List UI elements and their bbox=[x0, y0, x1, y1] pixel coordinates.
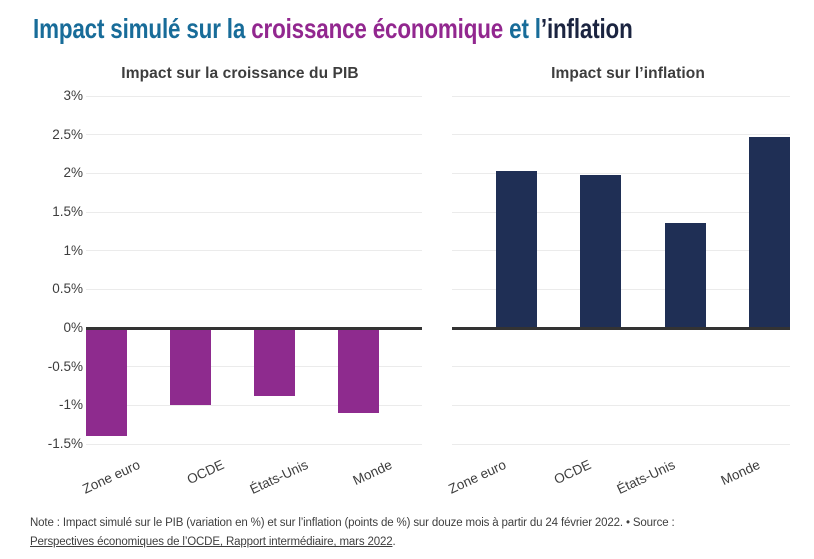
bar-ocde bbox=[580, 174, 621, 328]
gridline bbox=[452, 366, 790, 368]
y-axis-label: 0% bbox=[63, 320, 83, 335]
gridline bbox=[452, 250, 790, 252]
bar-états-unis bbox=[664, 222, 706, 328]
title-segment: et l bbox=[503, 13, 541, 44]
gridline bbox=[86, 404, 422, 406]
y-axis-label: 2.5% bbox=[52, 126, 83, 142]
y-axis-label: -1.5% bbox=[47, 436, 83, 451]
gridline bbox=[452, 404, 790, 406]
title-segment: ’inflation bbox=[540, 13, 633, 44]
gridline bbox=[86, 172, 422, 174]
source-link[interactable]: Perspectives économiques de l’OCDE, Rapp… bbox=[30, 536, 393, 548]
y-axis-label: -1% bbox=[58, 397, 83, 413]
left-chart-title: Impact sur la croissance du PIB bbox=[121, 65, 359, 82]
zero-axis-line bbox=[452, 326, 790, 330]
bar-ocde bbox=[170, 328, 211, 406]
bar-monde bbox=[749, 136, 790, 328]
gridline bbox=[86, 95, 422, 97]
gridline bbox=[86, 250, 422, 252]
gridline bbox=[452, 95, 790, 97]
figure-title: Impact simulé sur la croissance économiq… bbox=[33, 13, 633, 45]
title-segment: croissance économique bbox=[251, 13, 504, 44]
zero-axis-line bbox=[86, 326, 422, 330]
gridline bbox=[452, 134, 790, 136]
gridline bbox=[86, 211, 422, 213]
gridline bbox=[452, 443, 790, 445]
title-segment: Impact simulé sur la bbox=[33, 13, 252, 44]
y-axis-label: -0.5% bbox=[47, 358, 83, 374]
gridline bbox=[86, 443, 422, 445]
y-axis-label: 2% bbox=[63, 165, 83, 181]
gridline bbox=[452, 172, 790, 174]
footnote-period: . bbox=[392, 536, 396, 548]
y-axis-label: 3% bbox=[63, 88, 83, 103]
gridline bbox=[86, 134, 422, 136]
bar-monde bbox=[338, 328, 379, 414]
bar-zone-euro bbox=[86, 328, 127, 437]
gridline bbox=[86, 288, 422, 290]
right-chart-title: Impact sur l’inflation bbox=[551, 65, 705, 82]
footnote: Note : Impact simulé sur le PIB (variati… bbox=[30, 514, 814, 552]
y-axis-label: 1.5% bbox=[52, 204, 83, 219]
gridline bbox=[452, 211, 790, 213]
y-axis-label: 1% bbox=[63, 242, 83, 258]
bar-zone-euro bbox=[495, 171, 537, 328]
bar-états-unis bbox=[254, 328, 295, 397]
y-axis-label: 0.5% bbox=[52, 281, 83, 297]
footnote-text: Note : Impact simulé sur le PIB (variati… bbox=[30, 517, 675, 529]
gridline bbox=[452, 288, 790, 290]
